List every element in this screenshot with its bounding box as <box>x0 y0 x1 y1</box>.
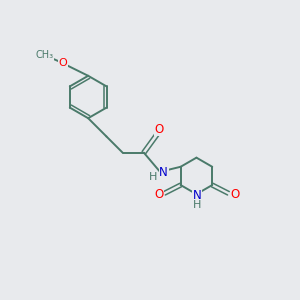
Text: O: O <box>230 188 239 201</box>
Text: N: N <box>159 167 168 179</box>
Text: O: O <box>154 188 163 201</box>
Text: H: H <box>193 200 201 210</box>
Text: O: O <box>154 123 164 136</box>
Text: H: H <box>149 172 157 182</box>
Text: N: N <box>193 189 201 202</box>
Text: O: O <box>59 58 68 68</box>
Text: CH₃: CH₃ <box>36 50 54 60</box>
